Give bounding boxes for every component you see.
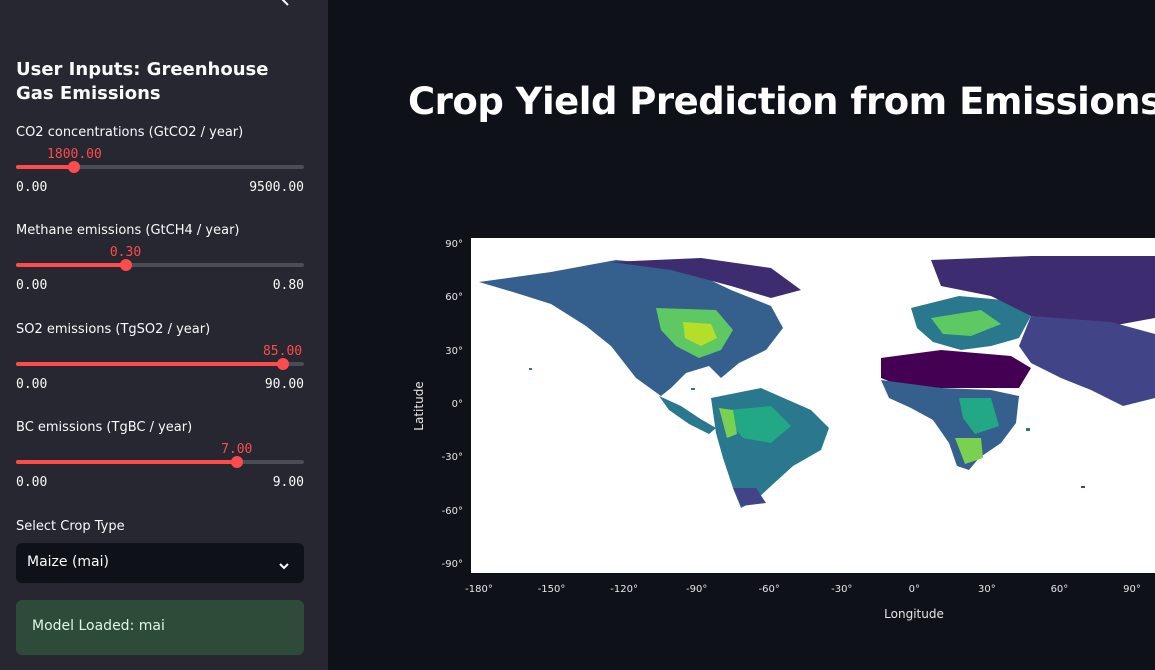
slider-fill (16, 263, 126, 267)
slider-fill (16, 362, 283, 366)
region-patagonia (733, 488, 766, 506)
region-us-core (683, 322, 717, 346)
y-tick-label: 90° (445, 239, 463, 250)
x-tick-label: -30° (831, 584, 853, 595)
slider-fill (16, 165, 75, 169)
slider-max: 9.00 (272, 475, 304, 490)
x-tick-label: -90° (685, 584, 708, 595)
slider-value: 0.30 (109, 245, 142, 260)
slider-track[interactable] (16, 263, 304, 267)
y-axis-label: Latitude (412, 381, 426, 431)
region-asia (1019, 316, 1155, 406)
region-south-america (711, 388, 829, 508)
slider-track[interactable] (16, 165, 304, 169)
x-tick-label: -180° (465, 584, 493, 595)
slider-thumb[interactable] (119, 259, 132, 271)
region-north-africa (881, 350, 1031, 388)
island (1026, 428, 1030, 431)
crop-type-select[interactable]: Maize (mai) (16, 543, 304, 583)
slider-min: 0.00 (16, 377, 48, 392)
island (529, 368, 532, 370)
y-tick-label: -60° (441, 505, 463, 517)
so2-slider[interactable]: SO2 emissions (TgSO2 / year) 85.00 0.00 … (16, 322, 304, 402)
y-tick-label: 30° (445, 345, 463, 357)
region-amazon (729, 406, 791, 443)
region-arctic-canada (611, 258, 801, 298)
region-east-africa (959, 398, 999, 434)
x-tick-label: 0° (908, 584, 921, 595)
slider-min: 0.00 (16, 475, 48, 490)
region-europe-core (931, 310, 1001, 336)
collapse-sidebar-icon[interactable] (278, 0, 294, 8)
slider-max: 90.00 (264, 377, 304, 392)
slider-max: 9500.00 (249, 180, 304, 195)
x-tick-label: 30° (978, 584, 996, 595)
x-tick-label: 90° (1123, 584, 1141, 595)
region-southern-africa (955, 438, 983, 464)
slider-track[interactable] (16, 460, 304, 464)
region-north-america (479, 260, 783, 396)
slider-thumb[interactable] (68, 161, 81, 173)
slider-value: 7.00 (221, 442, 253, 457)
crop-select-value: Maize (mai) (27, 554, 109, 570)
slider-thumb[interactable] (276, 358, 289, 370)
slider-fill (16, 460, 237, 464)
slider-label: BC emissions (TgBC / year) (16, 420, 193, 435)
x-tick-label: -120° (610, 584, 638, 595)
slider-min: 0.00 (16, 278, 48, 293)
region-russia (931, 256, 1155, 326)
status-text: Model Loaded: mai (32, 618, 165, 634)
crop-select-label: Select Crop Type (16, 519, 125, 534)
chevron-down-icon[interactable] (278, 557, 290, 570)
region-andes (719, 408, 737, 438)
y-tick-label: -90° (441, 559, 463, 570)
co2-slider[interactable]: CO2 concentrations (GtCO2 / year) 1800.0… (16, 125, 304, 205)
page-title: Crop Yield Prediction from Emissions (408, 80, 1155, 123)
bc-slider[interactable]: BC emissions (TgBC / year) 7.00 0.00 9.0… (16, 420, 304, 500)
slider-value: 1800.00 (47, 147, 102, 162)
slider-label: SO2 emissions (TgSO2 / year) (16, 322, 211, 337)
slider-label: Methane emissions (GtCH4 / year) (16, 223, 240, 238)
x-tick-label: -150° (537, 584, 566, 595)
sidebar: User Inputs: Greenhouse Gas Emissions CO… (0, 0, 328, 670)
slider-min: 0.00 (16, 180, 48, 195)
slider-max: 0.80 (272, 278, 304, 293)
methane-slider[interactable]: Methane emissions (GtCH4 / year) 0.30 0.… (16, 223, 304, 303)
region-central-america (659, 396, 716, 434)
slider-thumb[interactable] (230, 456, 243, 468)
slider-label: CO2 concentrations (GtCO2 / year) (16, 125, 244, 140)
island (691, 388, 695, 390)
heatmap-svg (479, 256, 1155, 508)
sidebar-title: User Inputs: Greenhouse Gas Emissions (16, 59, 269, 104)
y-tick-label: 0° (451, 399, 463, 410)
y-tick-label: -30° (441, 452, 463, 464)
y-tick-label: 60° (445, 292, 463, 304)
model-loaded-alert: Model Loaded: mai (16, 600, 304, 655)
x-axis-label: Longitude (884, 607, 944, 621)
slider-value: 85.00 (262, 344, 303, 359)
island (1081, 486, 1085, 488)
yield-heatmap[interactable] (471, 238, 1155, 573)
x-tick-label: 60° (1050, 584, 1069, 595)
x-tick-label: -60° (758, 584, 780, 595)
slider-track[interactable] (16, 362, 304, 366)
